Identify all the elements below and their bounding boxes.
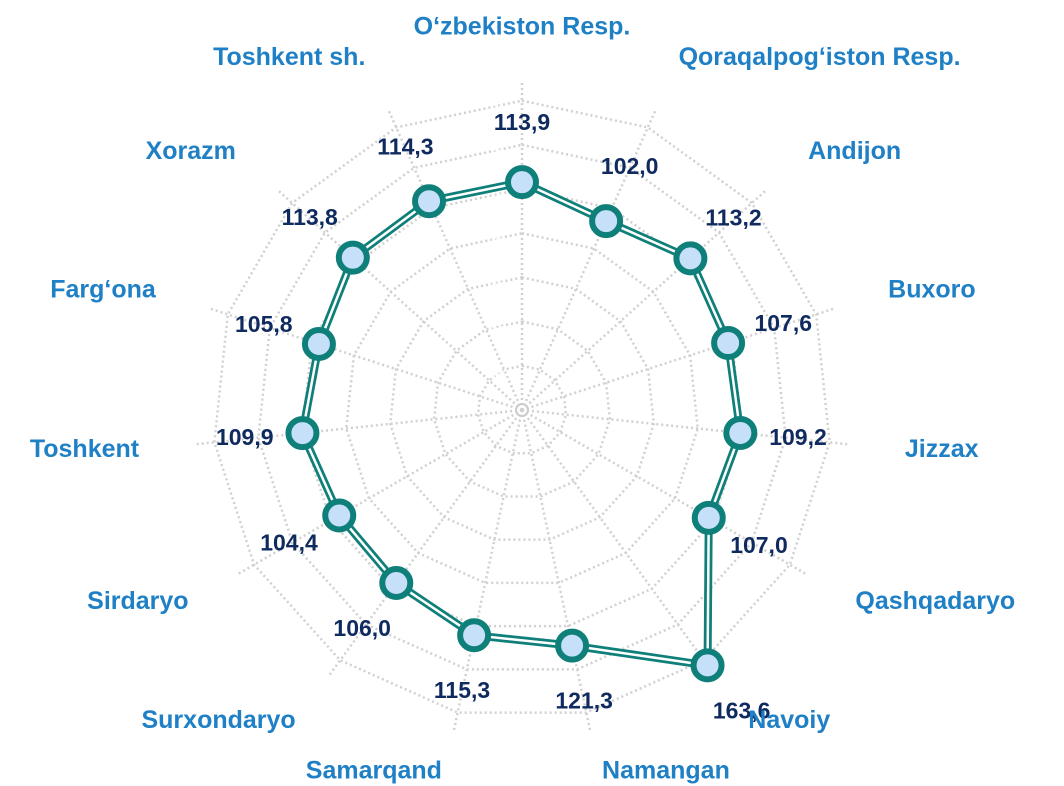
tick-label: 10,0 [491, 367, 516, 382]
marker [723, 415, 758, 450]
marker [412, 184, 447, 219]
marker [301, 327, 336, 362]
category-label: Qashqadaryo [855, 587, 1015, 615]
marker [285, 416, 320, 451]
grid-ring [476, 364, 568, 455]
value-label: 104,4 [260, 530, 318, 556]
grid-ring [213, 99, 831, 714]
value-label: 121,3 [555, 687, 613, 713]
tick-label: 160,0 [483, 102, 516, 117]
grid-ring [432, 320, 612, 498]
grid-ring [257, 143, 787, 671]
marker [379, 566, 414, 601]
tick-label: 60,0 [491, 279, 516, 294]
series-line-inner [301, 180, 742, 667]
marker [690, 648, 725, 683]
category-label: Andijon [808, 137, 901, 165]
category-label: Namangan [602, 757, 730, 785]
value-label: 107,0 [730, 532, 788, 558]
marker [673, 241, 708, 276]
value-label: 107,6 [754, 310, 812, 336]
value-label: 113,8 [282, 204, 338, 230]
category-label: O‘zbekiston Resp. [414, 13, 631, 41]
marker [711, 326, 746, 361]
marker [691, 500, 726, 535]
tick-label: 85,0 [491, 235, 516, 250]
tick-label: 35,0 [491, 323, 516, 338]
category-label: Navoiy [748, 706, 830, 734]
value-label: 113,2 [705, 205, 761, 231]
category-label: Xorazm [146, 137, 236, 165]
value-label: 109,2 [769, 424, 827, 450]
marker [505, 165, 539, 200]
category-label: Samarqand [306, 757, 442, 785]
value-label: 114,3 [377, 133, 433, 159]
value-label: 105,8 [235, 311, 293, 337]
category-label: Toshkent [30, 435, 140, 463]
category-label: Qoraqalpog‘iston Resp. [679, 43, 961, 71]
category-label: Jizzax [905, 435, 979, 463]
spoke [520, 409, 592, 731]
category-label: Toshkent sh. [213, 43, 365, 71]
marker [457, 618, 492, 653]
marker [555, 628, 590, 663]
category-label: Buxoro [888, 276, 976, 304]
grid-ring [344, 231, 700, 585]
tick-label: 110,0 [484, 190, 516, 205]
value-label: 163,6 [713, 697, 771, 723]
category-label: Farg‘ona [50, 276, 157, 304]
marker [589, 204, 624, 239]
value-label: 113,9 [494, 109, 550, 135]
category-label: Sirdaryo [87, 587, 188, 615]
value-label: 115,3 [434, 677, 490, 703]
value-label: 102,0 [601, 153, 659, 179]
value-label: 109,9 [216, 424, 274, 450]
center [515, 403, 529, 417]
marker [322, 498, 357, 533]
marker [335, 240, 370, 275]
category-label: Surxondaryo [141, 706, 295, 734]
value-label: 106,0 [333, 615, 391, 641]
tick-label: 135,0 [483, 146, 516, 161]
